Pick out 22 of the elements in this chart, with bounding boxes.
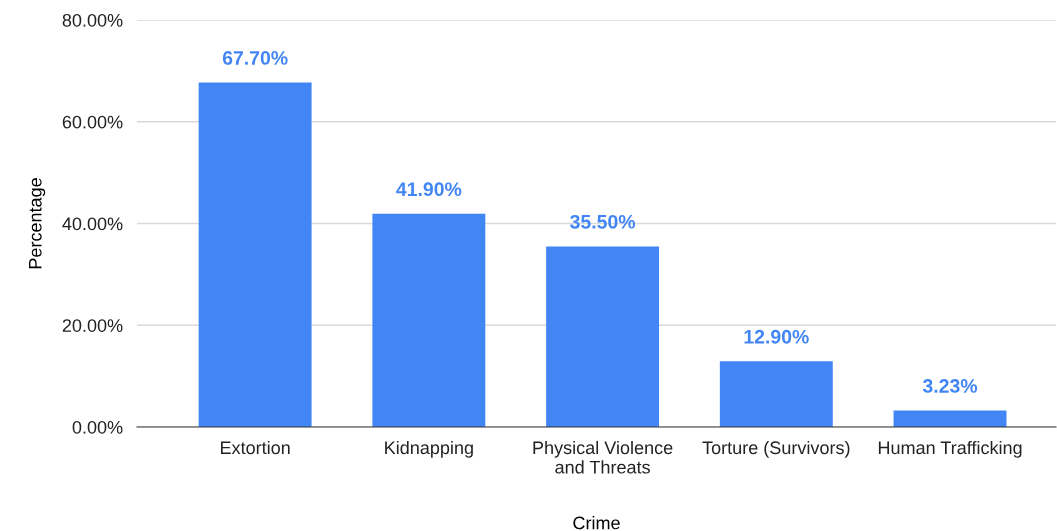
- y-tick-label: 20.00%: [62, 319, 123, 332]
- y-tick-label: 60.00%: [62, 115, 123, 129]
- bar: [719, 361, 833, 427]
- x-axis-title: Crime: [573, 516, 620, 530]
- bar: [893, 410, 1007, 427]
- y-tick-label: 40.00%: [62, 217, 123, 231]
- x-tick-label: Human Trafficking: [878, 440, 1022, 458]
- data-label: 3.23%: [922, 379, 978, 393]
- x-tick-label: Physical Violence and Threats: [533, 440, 673, 474]
- y-tick-label: 0.00%: [72, 420, 123, 434]
- x-tick-label: Torture (Survivors): [702, 440, 850, 458]
- data-label: 35.50%: [570, 214, 636, 229]
- bar: [198, 82, 312, 427]
- data-label: 12.90%: [744, 329, 809, 344]
- x-tick-label: Kidnapping: [385, 440, 473, 458]
- data-label: 41.90%: [396, 182, 462, 197]
- x-tick-label: Extortion: [220, 440, 290, 455]
- data-label: 67.70%: [222, 51, 288, 65]
- y-tick-label: 80.00%: [62, 13, 123, 27]
- bar: [546, 246, 660, 427]
- y-axis-title: Percentage: [29, 178, 46, 269]
- bar: [372, 213, 486, 427]
